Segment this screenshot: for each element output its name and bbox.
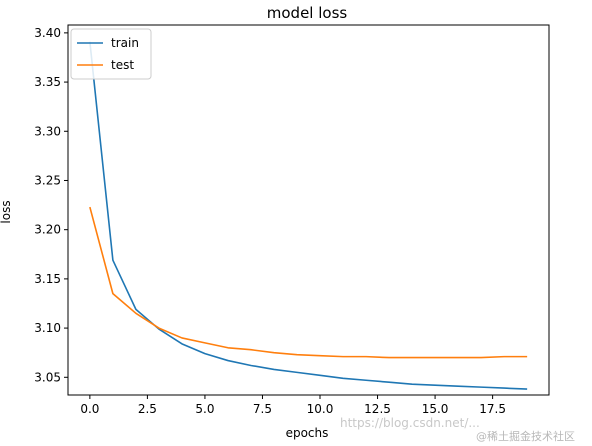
y-tick-label: 3.10 (34, 321, 61, 335)
x-tick-label: 15.0 (422, 402, 449, 416)
x-tick-label: 2.5 (138, 402, 157, 416)
y-tick-label: 3.25 (34, 173, 61, 187)
plot-frame (67, 24, 550, 396)
x-tick-label: 0.0 (80, 402, 99, 416)
x-tick-label: 7.5 (253, 402, 272, 416)
series-line-test (89, 206, 528, 359)
x-tick-label: 5.0 (195, 402, 214, 416)
x-tick-label: 10.0 (307, 402, 334, 416)
legend-box (70, 28, 152, 80)
y-tick-label: 3.35 (34, 75, 61, 89)
legend: train test (70, 28, 152, 80)
x-tick-label: 12.5 (364, 402, 391, 416)
legend-label-train: train (111, 36, 139, 50)
y-tick-label: 3.15 (34, 272, 61, 286)
plot-lines (89, 41, 528, 390)
watermark-site: @稀土掘金技术社区 (476, 430, 575, 443)
series-line-train (89, 41, 528, 390)
y-tick-label: 3.05 (34, 370, 61, 384)
x-axis-label: epochs (286, 426, 329, 440)
y-axis-label: loss (0, 200, 13, 223)
y-axis: 3.05 3.10 3.15 3.20 3.25 3.30 3.35 3.40 (34, 26, 68, 384)
y-tick-label: 3.20 (34, 223, 61, 237)
watermark-url: https://blog.csdn.net/... (340, 416, 480, 430)
y-tick-label: 3.30 (34, 124, 61, 138)
x-axis: 0.0 2.5 5.0 7.5 10.0 12.5 15.0 17.5 (80, 395, 506, 416)
legend-label-test: test (111, 58, 134, 72)
y-tick-label: 3.40 (34, 26, 61, 40)
x-tick-label: 17.5 (479, 402, 506, 416)
chart-title: model loss (267, 4, 348, 22)
